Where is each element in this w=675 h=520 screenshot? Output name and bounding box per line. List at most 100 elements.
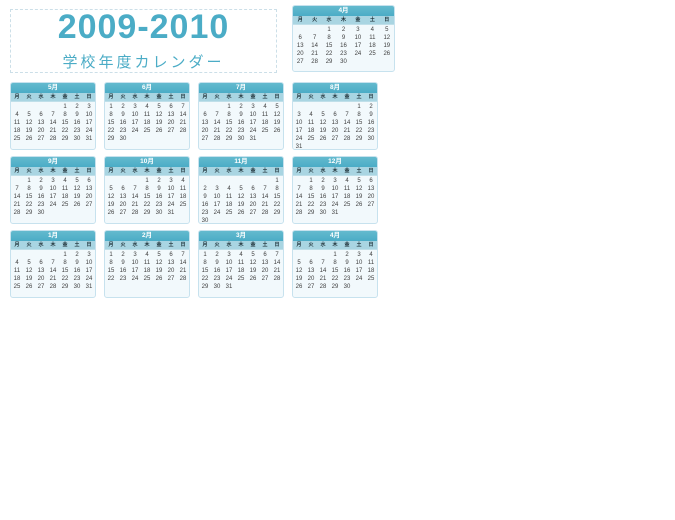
- date-cell: 8: [63, 260, 67, 266]
- date-cell: 12: [319, 120, 327, 126]
- date-cell: 1: [203, 252, 207, 258]
- weekday-label: 金: [250, 168, 256, 174]
- weekday-header-row: 月火水木金土日: [199, 93, 283, 102]
- weekday-label: 土: [262, 168, 268, 174]
- date-cell: 28: [49, 136, 57, 142]
- date-cell: 24: [295, 136, 303, 142]
- date-cell: 17: [331, 194, 339, 200]
- date-cell: 22: [273, 202, 281, 208]
- date-cell: [247, 177, 259, 185]
- date-cell: 22: [331, 276, 339, 282]
- date-cell: [305, 251, 317, 259]
- date-cell: 3: [51, 178, 55, 184]
- date-cell: 1: [145, 178, 149, 184]
- date-cell: [129, 135, 141, 143]
- month-calendar: 1月 月火水木金土日 1 2 3 4 5 6 7 8 9 10 11 12 13 14 15 16 17 18 19…: [10, 230, 96, 298]
- date-cell: 26: [355, 202, 363, 208]
- date-cell: 27: [296, 59, 304, 65]
- weekday-label: 日: [384, 17, 390, 23]
- weekday-label: 水: [320, 94, 326, 100]
- date-cell: 17: [131, 120, 139, 126]
- date-cell: 28: [343, 136, 351, 142]
- date-cell: 18: [367, 268, 375, 274]
- date-cell: 15: [61, 268, 69, 274]
- date-cell: 15: [325, 43, 333, 49]
- date-cell: 28: [311, 59, 318, 65]
- date-cell: 16: [37, 194, 45, 200]
- date-cell: 24: [131, 276, 139, 282]
- date-cell: 12: [25, 120, 33, 126]
- date-cell: 7: [297, 186, 301, 192]
- date-cell: 30: [237, 136, 245, 142]
- date-cell: 12: [249, 260, 257, 266]
- date-cell: 19: [155, 120, 163, 126]
- weekday-label: 水: [226, 168, 232, 174]
- date-cell: 24: [354, 51, 362, 57]
- date-cell: 19: [155, 268, 163, 274]
- date-cell: 27: [249, 210, 257, 216]
- weekday-label: 月: [108, 242, 114, 248]
- month-label: 7月: [199, 83, 283, 93]
- date-cell: 20: [261, 268, 269, 274]
- weekday-label: 日: [274, 94, 280, 100]
- date-grid: 1 2 3 4 5 6 7 8 9 10 11 12 13 14 15 16 17 18 19 20 21 22 23 24 2…: [105, 176, 189, 217]
- date-cell: 21: [261, 202, 269, 208]
- page-title: 2009-2010: [57, 8, 230, 47]
- date-cell: [141, 135, 153, 143]
- date-cell: 27: [201, 136, 209, 142]
- date-cell: 19: [249, 268, 257, 274]
- month-calendar: 12月 月火水木金土日 1 2 3 4 5 6 7 8 9 10 11 12 13 14 15 16 17 18 1…: [292, 156, 378, 224]
- date-cell: [223, 177, 235, 185]
- date-cell: [11, 177, 23, 185]
- date-cell: [211, 177, 223, 185]
- date-cell: 16: [319, 194, 327, 200]
- date-cell: [211, 103, 223, 111]
- date-cell: 9: [75, 260, 79, 266]
- date-cell: 14: [319, 268, 327, 274]
- date-cell: 10: [331, 186, 339, 192]
- date-cell: 29: [355, 136, 363, 142]
- date-cell: 5: [385, 27, 389, 33]
- date-cell: 28: [179, 276, 187, 282]
- date-cell: 4: [370, 27, 375, 33]
- date-cell: 6: [169, 252, 173, 258]
- date-cell: 2: [121, 252, 125, 258]
- weekday-label: 木: [144, 168, 150, 174]
- date-cell: 11: [13, 268, 21, 274]
- date-cell: 3: [297, 112, 301, 118]
- date-cell: 16: [73, 120, 81, 126]
- date-cell: 18: [261, 120, 269, 126]
- weekday-label: 金: [355, 17, 361, 23]
- weekday-label: 木: [50, 242, 56, 248]
- date-cell: 30: [155, 210, 163, 216]
- date-cell: 10: [85, 260, 93, 266]
- weekday-label: 月: [14, 168, 20, 174]
- date-grid: 1 2 3 4 5 6 7 8 9 10 11 12 13 14 15 16 17 18 19 20 21 22 23 24 2…: [105, 102, 189, 143]
- date-cell: 20: [85, 194, 93, 200]
- weekday-label: 水: [38, 94, 44, 100]
- date-cell: 31: [331, 210, 339, 216]
- date-cell: 31: [85, 284, 93, 290]
- date-cell: 15: [107, 120, 115, 126]
- date-cell: 3: [133, 104, 137, 110]
- date-cell: 21: [131, 202, 139, 208]
- date-cell: [329, 103, 341, 111]
- date-cell: 5: [297, 260, 301, 266]
- date-cell: 7: [51, 112, 55, 118]
- date-cell: [11, 251, 23, 259]
- date-cell: 19: [237, 202, 245, 208]
- date-cell: [271, 135, 283, 143]
- date-cell: 4: [263, 104, 267, 110]
- weekday-label: 月: [202, 242, 208, 248]
- date-cell: [211, 217, 223, 223]
- date-cell: 24: [49, 202, 57, 208]
- date-cell: 13: [307, 268, 315, 274]
- date-cell: 31: [295, 144, 303, 150]
- date-cell: 7: [312, 35, 317, 41]
- date-cell: 5: [321, 112, 325, 118]
- date-cell: [365, 209, 377, 217]
- date-cell: 14: [49, 268, 57, 274]
- weekday-label: 金: [344, 94, 350, 100]
- date-cell: 9: [203, 194, 207, 200]
- month-label: 5月: [11, 83, 95, 93]
